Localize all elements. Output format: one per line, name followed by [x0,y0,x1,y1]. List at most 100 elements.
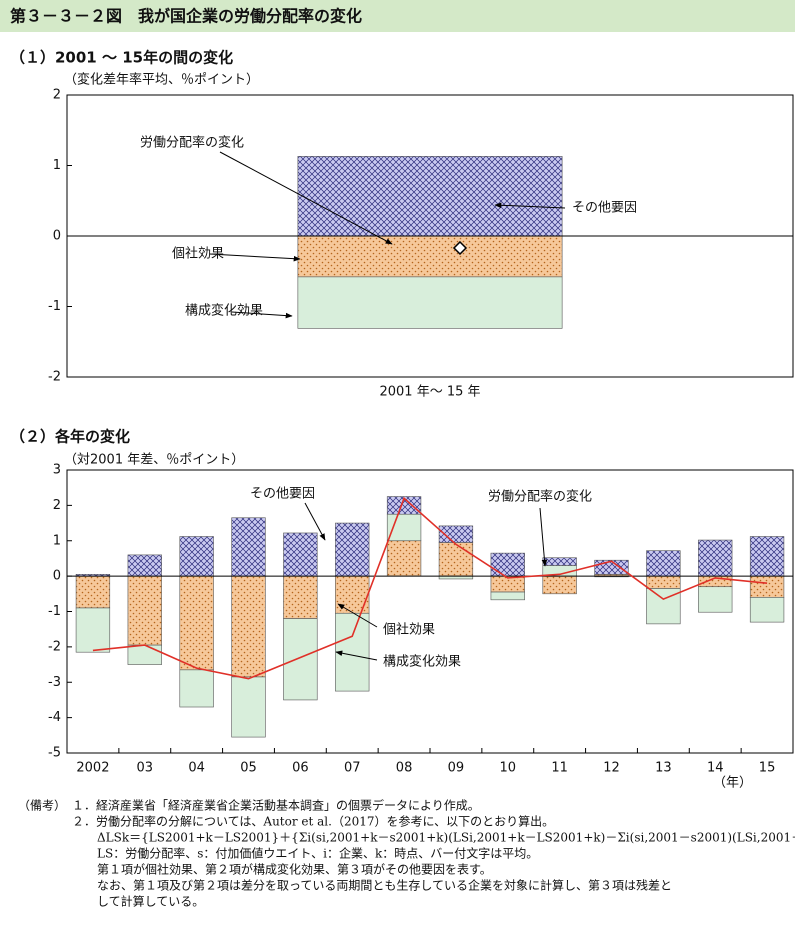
annotation-arrow [494,202,566,209]
title-bar [0,0,795,32]
bar-segment [490,552,525,577]
bar-segment [297,235,563,278]
y-tick-label: 0 [53,569,61,584]
y-tick-label: -5 [48,746,61,761]
bar-segment [179,536,214,577]
y-tick-label: 1 [53,158,61,173]
y-axis-label: （変化差年率平均、％ポイント） [64,72,259,88]
bar-segment [297,276,563,329]
x-tick-label: 10 [500,761,517,776]
y-tick-label: 2 [53,88,61,103]
annotation-label: 個社効果 [172,246,224,262]
x-tick-label: 14 [707,761,724,776]
bar-segment [297,156,563,237]
bar-segment [749,575,785,598]
annotation-label: その他要因 [250,487,315,502]
bar-segment [646,575,681,589]
x-tick-label: 11 [551,761,568,776]
bar-segment [75,575,111,609]
bar-segment [438,525,474,543]
annotation-label: 個社効果 [383,622,435,638]
notes-label: （備考） [18,798,66,813]
x-tick-label: 09 [448,761,465,776]
x-unit-label: （年） [713,776,752,791]
y-tick-label: -1 [48,604,61,619]
bar-segment [698,586,733,613]
x-tick-label: 03 [137,761,154,776]
annotation-label: その他要因 [572,201,637,216]
bar-segment [646,550,681,577]
bar-segment [231,676,266,738]
x-tick-label: 08 [396,761,413,776]
y-tick-label: -1 [48,299,61,314]
note-detail: ΔLSk＝{LS2001+k－LS2001}＋{Σi(si,2001+k－s20… [97,831,795,845]
change-marker [452,240,468,256]
annotation-label: 構成変化効果 [383,654,461,670]
bar-segment [749,597,785,623]
chart-subtitle: （２）各年の変化 [10,428,130,446]
note-detail: して計算している。 [97,894,204,909]
x-tick-label: 2002 [76,761,109,776]
y-tick-label: 0 [53,229,61,244]
y-tick-label: 2 [53,498,61,513]
bar-segment [749,536,785,577]
plot-area [66,469,794,754]
y-tick-label: -2 [48,370,61,385]
bar-segment [542,557,577,566]
bar-segment [283,575,318,619]
y-axis-label: （対2001 年差、％ポイント） [64,453,244,468]
bar-segment [179,669,214,708]
chart-subtitle: （１）2001 ～ 15年の間の変化 [10,49,233,67]
annotation-arrow [539,507,548,567]
bar-segment [283,618,318,701]
annotation-arrow [219,151,393,245]
x-tick-label: 13 [655,761,672,776]
bar-segment [127,554,162,577]
x-tick-label: 06 [292,761,309,776]
change-line [92,496,768,680]
bar-segment [542,575,577,595]
bar-segment [335,575,370,614]
x-tick-label: 05 [240,761,257,776]
y-tick-label: 3 [53,463,61,478]
x-tick-label: 12 [603,761,620,776]
annotation-arrow [231,311,293,319]
bar-segment [335,612,370,692]
x-tick-label: 2001 年～ 15 年 [379,385,480,400]
bar-segment [594,559,629,575]
y-tick-label: -2 [48,639,61,654]
y-tick-label: 1 [53,533,61,548]
note-detail: 第１項が個社効果、第２項が構成変化効果、第３項がその他要因を表す。 [97,862,492,877]
bar-segment [698,539,733,577]
note-detail: なお、第１項及び第２項は差分を取っている両期間とも生存している企業を対象に計算し… [97,878,672,893]
annotation-arrow [337,603,378,628]
x-tick-label: 15 [759,761,776,776]
bar-segment [179,575,214,671]
y-tick-label: -3 [48,675,61,690]
note-item: ２．労働分配率の分解については、Autor et al.（2017）を参考に、以… [72,814,554,829]
note-item: １．経済産業省「経済産業省企業活動基本調査」の個票データにより作成。 [72,798,480,813]
annotation-label: 構成変化効果 [185,303,263,319]
annotation-arrow [209,253,301,262]
bar-segment [283,532,318,577]
annotation-arrow [304,502,326,541]
bar-segment [386,496,422,515]
bar-segment [386,540,422,577]
bar-segment [438,542,474,577]
bar-segment [127,575,162,646]
x-tick-label: 04 [188,761,205,776]
annotation-label: 労働分配率の変化 [488,489,592,505]
annotation-label: 労働分配率の変化 [140,135,244,151]
bar-segment [75,607,111,653]
bar-segment [231,517,266,577]
bar-segment [490,591,525,601]
y-tick-label: -4 [48,710,61,725]
page-title: 第３－３－２図 我が国企業の労働分配率の変化 [10,7,362,26]
annotation-arrow [335,650,378,661]
bar-segment [335,522,370,577]
bar-segment [231,575,266,678]
bar-segment [127,644,162,665]
x-tick-label: 07 [344,761,361,776]
note-detail: LS：労働分配率、s：付加価値ウエイト、i：企業、k：時点、バー付文字は平均。 [97,846,538,861]
